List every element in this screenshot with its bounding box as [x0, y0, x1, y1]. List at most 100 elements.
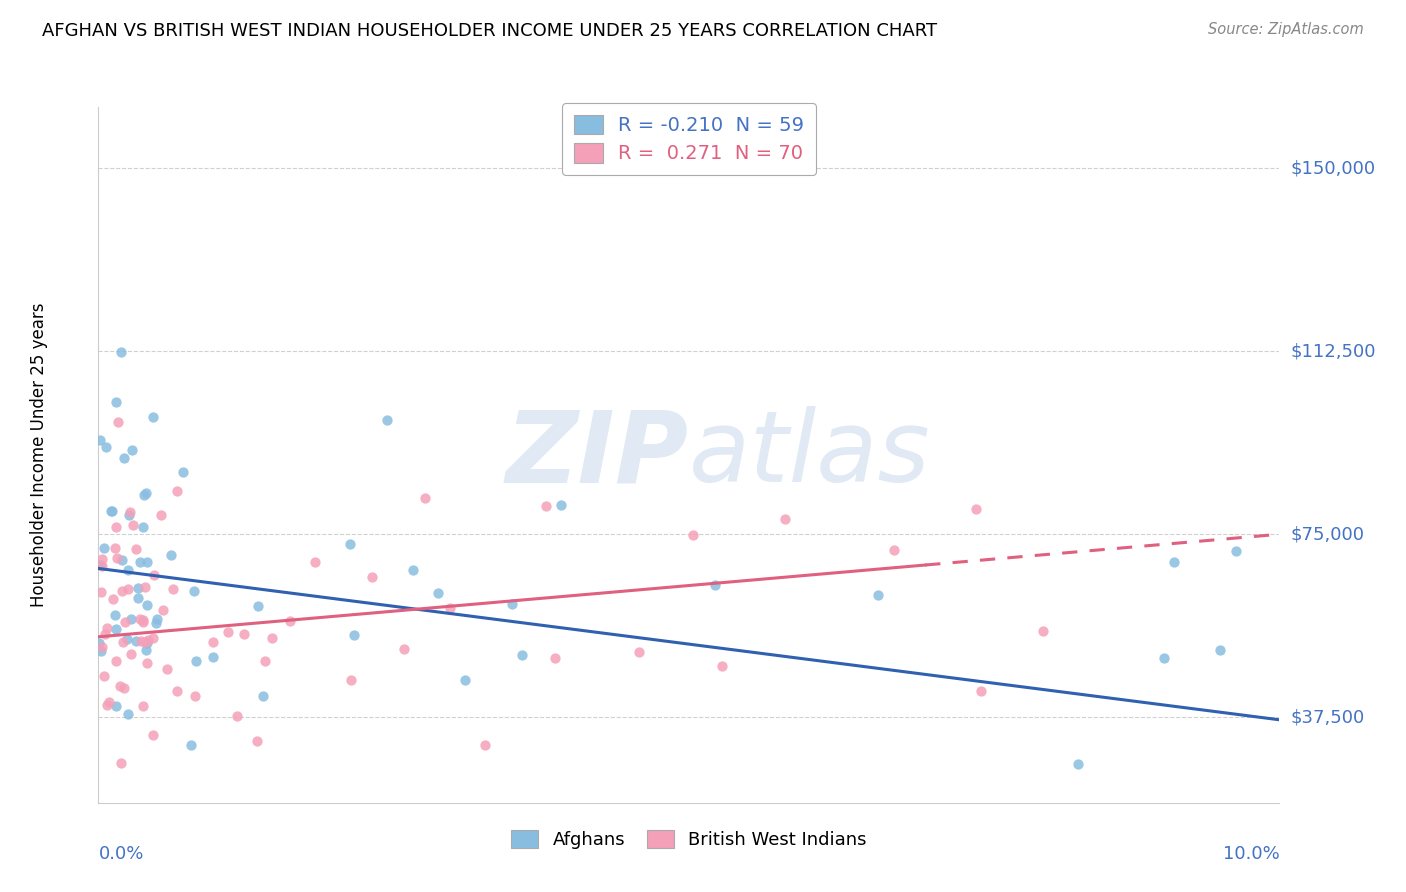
- Point: [136, 555, 159, 569]
- Point: [90, 585, 112, 599]
- Point: [628, 645, 651, 659]
- Point: [150, 508, 173, 522]
- Point: [253, 654, 276, 668]
- Point: [1225, 544, 1247, 558]
- Point: [183, 583, 205, 598]
- Text: Source: ZipAtlas.com: Source: ZipAtlas.com: [1208, 22, 1364, 37]
- Point: [866, 588, 889, 602]
- Point: [474, 738, 496, 752]
- Point: [184, 690, 207, 704]
- Text: $112,500: $112,500: [1291, 343, 1376, 360]
- Text: atlas: atlas: [689, 407, 931, 503]
- Point: [110, 345, 132, 359]
- Point: [104, 654, 127, 668]
- Point: [101, 592, 124, 607]
- Point: [135, 485, 157, 500]
- Point: [439, 601, 461, 615]
- Point: [135, 656, 157, 670]
- Point: [132, 615, 155, 629]
- Point: [544, 650, 567, 665]
- Text: AFGHAN VS BRITISH WEST INDIAN HOUSEHOLDER INCOME UNDER 25 YEARS CORRELATION CHAR: AFGHAN VS BRITISH WEST INDIAN HOUSEHOLDE…: [42, 22, 938, 40]
- Point: [125, 633, 148, 648]
- Point: [94, 441, 117, 455]
- Point: [142, 728, 165, 742]
- Point: [108, 679, 131, 693]
- Point: [117, 582, 139, 596]
- Point: [550, 498, 572, 512]
- Point: [89, 433, 111, 447]
- Point: [111, 553, 134, 567]
- Point: [342, 627, 364, 641]
- Point: [304, 555, 326, 569]
- Point: [134, 581, 156, 595]
- Point: [129, 633, 152, 648]
- Point: [704, 577, 727, 591]
- Point: [134, 635, 156, 649]
- Point: [87, 636, 110, 650]
- Text: 0.0%: 0.0%: [98, 845, 143, 863]
- Point: [339, 537, 361, 551]
- Point: [112, 634, 135, 648]
- Point: [510, 648, 533, 662]
- Point: [112, 681, 135, 696]
- Point: [129, 555, 152, 569]
- Point: [131, 520, 153, 534]
- Point: [402, 563, 425, 577]
- Point: [129, 612, 152, 626]
- Point: [115, 632, 138, 646]
- Point: [142, 410, 165, 425]
- Point: [145, 616, 167, 631]
- Point: [105, 622, 128, 636]
- Point: [107, 415, 129, 429]
- Text: $75,000: $75,000: [1291, 525, 1365, 543]
- Point: [93, 541, 115, 555]
- Point: [160, 548, 183, 562]
- Point: [101, 504, 124, 518]
- Point: [112, 451, 135, 466]
- Point: [201, 650, 224, 665]
- Point: [104, 520, 127, 534]
- Point: [710, 658, 733, 673]
- Point: [132, 698, 155, 713]
- Point: [104, 541, 127, 555]
- Text: ZIP: ZIP: [506, 407, 689, 503]
- Point: [883, 542, 905, 557]
- Point: [142, 568, 165, 582]
- Point: [127, 581, 149, 595]
- Point: [260, 631, 283, 645]
- Text: $37,500: $37,500: [1291, 708, 1365, 726]
- Point: [89, 558, 111, 572]
- Point: [152, 603, 174, 617]
- Point: [278, 615, 301, 629]
- Point: [180, 739, 202, 753]
- Point: [246, 599, 269, 614]
- Point: [246, 734, 269, 748]
- Point: [1067, 756, 1090, 771]
- Point: [91, 551, 114, 566]
- Point: [118, 508, 141, 522]
- Point: [93, 669, 115, 683]
- Point: [233, 627, 256, 641]
- Point: [97, 694, 120, 708]
- Point: [1153, 651, 1175, 665]
- Point: [453, 673, 475, 687]
- Point: [392, 641, 415, 656]
- Point: [186, 654, 208, 668]
- Point: [413, 491, 436, 505]
- Point: [970, 684, 993, 698]
- Point: [965, 502, 987, 516]
- Point: [121, 442, 143, 457]
- Text: $150,000: $150,000: [1291, 159, 1375, 178]
- Point: [682, 528, 704, 542]
- Point: [104, 699, 127, 714]
- Point: [142, 631, 165, 645]
- Point: [172, 465, 194, 479]
- Legend: Afghans, British West Indians: Afghans, British West Indians: [503, 822, 875, 856]
- Point: [340, 673, 363, 687]
- Text: Householder Income Under 25 years: Householder Income Under 25 years: [31, 302, 48, 607]
- Point: [501, 598, 523, 612]
- Point: [117, 707, 139, 722]
- Point: [120, 612, 142, 626]
- Point: [110, 756, 132, 770]
- Point: [122, 517, 145, 532]
